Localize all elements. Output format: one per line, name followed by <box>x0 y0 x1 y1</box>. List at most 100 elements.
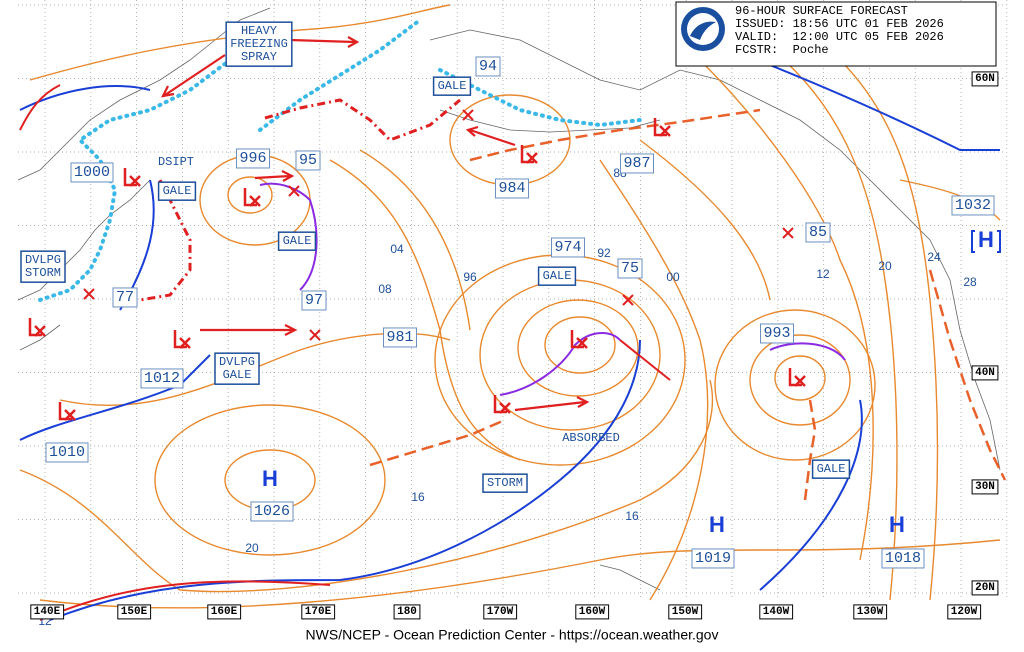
cold-front <box>49 339 641 621</box>
warning-label: GALE <box>543 269 572 283</box>
isobar <box>154 404 386 556</box>
pressure-label-box <box>619 153 655 174</box>
header-box <box>675 1 997 67</box>
label-box: GALE <box>157 181 197 201</box>
low-symbol <box>28 318 46 337</box>
pressure-label: 85 <box>809 224 827 241</box>
high-center: H <box>262 466 278 491</box>
label-box: DVLPG GALE <box>214 352 260 385</box>
latitude-label: 60N <box>975 73 995 85</box>
label-box: STORM <box>482 473 528 493</box>
header-line: FCSTR: Poche <box>735 43 829 57</box>
longitude-label: 180 <box>397 606 417 618</box>
freezing-spray-boundary <box>139 98 461 302</box>
label-box: HEAVY FREEZING SPRAY <box>225 21 293 67</box>
occluded-front <box>259 182 318 291</box>
isobar <box>839 59 939 601</box>
low-symbol <box>520 145 538 164</box>
pressure-label: 1010 <box>49 444 85 461</box>
pressure-label: 94 <box>479 58 497 75</box>
pressure-label-box <box>45 442 89 463</box>
longitude-label: 140E <box>34 606 61 618</box>
axis-label-box <box>30 604 65 620</box>
pressure-label-box <box>475 56 501 77</box>
pressure-label-box <box>250 501 294 522</box>
header-line: VALID: 12:00 UTC 05 FEB 2026 <box>735 30 944 44</box>
cold-front <box>19 354 211 441</box>
longitude-label: 160W <box>579 606 606 618</box>
motion-arrow <box>161 36 590 412</box>
warning-label: GALE <box>223 368 252 382</box>
isobar <box>774 355 826 401</box>
label-box: GALE <box>537 266 577 286</box>
axis-label-box <box>207 604 242 620</box>
isobar-label: 16 <box>625 509 639 523</box>
axis-label-box <box>971 479 999 495</box>
pressure-label-box <box>691 548 735 569</box>
pressure-label: 996 <box>239 150 266 167</box>
isobar <box>749 334 851 426</box>
occluded-front <box>499 332 621 396</box>
longitude-label: 140W <box>763 606 790 618</box>
pressure-label-box <box>295 150 321 171</box>
isobar <box>359 149 471 331</box>
pressure-label-box <box>140 368 184 389</box>
pressure-label: 1019 <box>695 550 731 567</box>
low-symbol <box>173 330 191 349</box>
occluded-front <box>769 342 846 361</box>
low-symbol <box>788 368 806 387</box>
isobar-label: 12 <box>816 267 830 281</box>
coast-honshu <box>19 324 61 351</box>
status-label: ABSORBED <box>562 431 620 445</box>
longitude-label: 170W <box>487 606 514 618</box>
pressure-label: 97 <box>305 292 323 309</box>
pressure-label: 75 <box>621 260 639 277</box>
isobar-label: 08 <box>378 282 392 296</box>
label-box-frame <box>277 231 317 251</box>
high-center: H <box>978 227 994 252</box>
longitude-label: 170E <box>305 606 332 618</box>
warning-label: GALE <box>163 184 192 198</box>
pressure-label: 981 <box>386 329 413 346</box>
label-box-frame <box>537 266 577 286</box>
warning-label: GALE <box>438 79 467 93</box>
status-label: DSIPT <box>158 155 194 169</box>
isobar <box>329 159 521 461</box>
highs: H H H H <box>262 227 1001 537</box>
pressure-label: 993 <box>763 325 790 342</box>
warning-label: HEAVY <box>241 24 277 38</box>
footer: NWS/NCEP - Ocean Prediction Center - htt… <box>306 627 719 643</box>
low-symbol <box>123 168 141 187</box>
pressure-label: 984 <box>498 180 525 197</box>
boxed-labels: HEAVY FREEZING SPRAY GALE DSIPT GALE GAL… <box>20 21 851 493</box>
isobar-label: 00 <box>666 270 680 284</box>
latitude-label: 40N <box>975 367 995 379</box>
warning-label: DVLPG <box>25 253 61 267</box>
warm-front <box>619 339 671 381</box>
label-box-frame <box>157 181 197 201</box>
trough <box>803 399 817 501</box>
isobar <box>544 316 616 374</box>
axis-label-box <box>971 365 999 381</box>
axis-label-box <box>117 604 152 620</box>
isobar-label: 28 <box>963 275 977 289</box>
longitude-label: 130W <box>857 606 884 618</box>
trough <box>469 108 761 162</box>
low-symbol <box>570 330 588 349</box>
label-box: DVLPG STORM <box>20 250 66 283</box>
longitude-label: 150W <box>672 606 699 618</box>
longitude-label: 150E <box>121 606 148 618</box>
warm-front <box>39 580 331 621</box>
coast-japan <box>17 179 151 301</box>
warning-label: STORM <box>487 476 523 490</box>
isobar-label: 20 <box>245 541 259 555</box>
warning-label: FREEZING <box>230 37 288 51</box>
pressure-label: 987 <box>623 155 650 172</box>
label-box-frame <box>482 473 528 493</box>
pressure-label-box <box>301 290 327 311</box>
coast-north-america <box>429 29 1001 471</box>
isobar <box>759 39 898 601</box>
isobar <box>39 539 1001 609</box>
